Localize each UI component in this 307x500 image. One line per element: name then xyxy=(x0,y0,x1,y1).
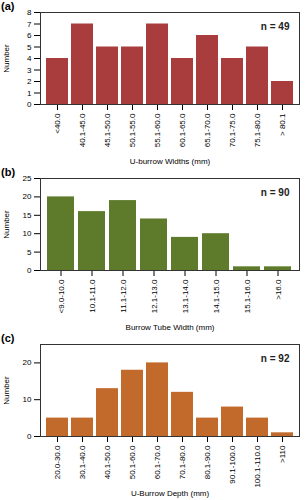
svg-text:15.1-16.0: 15.1-16.0 xyxy=(243,279,252,313)
svg-text:>16.0: >16.0 xyxy=(274,279,283,300)
html-text:(b): (b) xyxy=(1,166,15,178)
svg-text:>110: >110 xyxy=(278,445,287,463)
svg-text:2: 2 xyxy=(27,77,32,86)
svg-text:14.1-15.0: 14.1-15.0 xyxy=(212,279,221,313)
svg-text:13.1-14.0: 13.1-14.0 xyxy=(181,279,190,313)
svg-text:60.1-70.0: 60.1-70.0 xyxy=(153,445,162,479)
svg-text:0: 0 xyxy=(27,432,32,441)
svg-text:<9.0-10.0: <9.0-10.0 xyxy=(57,279,66,314)
svg-text:10: 10 xyxy=(23,229,32,238)
svg-text:Number: Number xyxy=(2,44,11,73)
svg-text:70.1-75.0: 70.1-75.0 xyxy=(228,113,237,147)
svg-text:Number: Number xyxy=(2,210,11,239)
svg-text:60.1-65.0: 60.1-65.0 xyxy=(178,113,187,147)
svg-text:U-burrow Widths (mm): U-burrow Widths (mm) xyxy=(130,157,211,166)
svg-text:> 80.1: > 80.1 xyxy=(278,113,287,136)
svg-text:45.1-50.0: 45.1-50.0 xyxy=(103,113,112,147)
svg-text:90.1-100.0: 90.1-100.0 xyxy=(228,445,237,484)
svg-text:8: 8 xyxy=(27,8,32,17)
html-text:(c): (c) xyxy=(1,332,15,344)
svg-text:5: 5 xyxy=(27,248,32,257)
svg-text:7: 7 xyxy=(27,20,32,29)
svg-text:25: 25 xyxy=(23,174,32,183)
svg-text:1: 1 xyxy=(27,89,32,98)
svg-text:10: 10 xyxy=(23,395,32,404)
svg-text:100.1-110.0: 100.1-110.0 xyxy=(253,445,262,488)
svg-text:4: 4 xyxy=(27,54,32,63)
svg-text:20: 20 xyxy=(23,192,32,201)
svg-text:70.1-80.0: 70.1-80.0 xyxy=(178,445,187,479)
svg-text:11.1-12.0: 11.1-12.0 xyxy=(119,279,128,313)
svg-text:55.1-60.0: 55.1-60.0 xyxy=(153,113,162,147)
svg-text:50.1-55.0: 50.1-55.0 xyxy=(128,113,137,147)
svg-text:3: 3 xyxy=(27,66,32,75)
svg-text:12.1-13.0: 12.1-13.0 xyxy=(150,279,159,313)
svg-text:15: 15 xyxy=(23,211,32,220)
svg-text:40.1-50.0: 40.1-50.0 xyxy=(103,445,112,479)
svg-text:U-Burrow Depth (mm): U-Burrow Depth (mm) xyxy=(131,489,210,498)
svg-text:20.0-30.0: 20.0-30.0 xyxy=(53,445,62,479)
svg-text:65.1-70.0: 65.1-70.0 xyxy=(203,113,212,147)
svg-text:Burrow Tube Width (mm): Burrow Tube Width (mm) xyxy=(126,323,215,332)
svg-text:50.1-60.0: 50.1-60.0 xyxy=(128,445,137,479)
svg-text:n = 90: n = 90 xyxy=(261,187,290,198)
html-text:(a): (a) xyxy=(1,0,15,12)
svg-text:Number: Number xyxy=(2,376,11,405)
svg-text:5: 5 xyxy=(27,43,32,52)
svg-text:n = 92: n = 92 xyxy=(261,353,290,364)
svg-text:<40.0: <40.0 xyxy=(53,113,62,134)
svg-text:n = 49: n = 49 xyxy=(261,21,290,32)
svg-text:0: 0 xyxy=(27,100,32,109)
svg-text:0: 0 xyxy=(27,266,32,275)
svg-text:75.1-80.0: 75.1-80.0 xyxy=(253,113,262,147)
svg-text:20: 20 xyxy=(23,358,32,367)
svg-text:6: 6 xyxy=(27,31,32,40)
svg-text:10.1-11.0: 10.1-11.0 xyxy=(88,279,97,313)
svg-text:40.1-45.0: 40.1-45.0 xyxy=(78,113,87,147)
svg-text:30.1-40.0: 30.1-40.0 xyxy=(78,445,87,479)
svg-text:80.1-90.0: 80.1-90.0 xyxy=(203,445,212,479)
